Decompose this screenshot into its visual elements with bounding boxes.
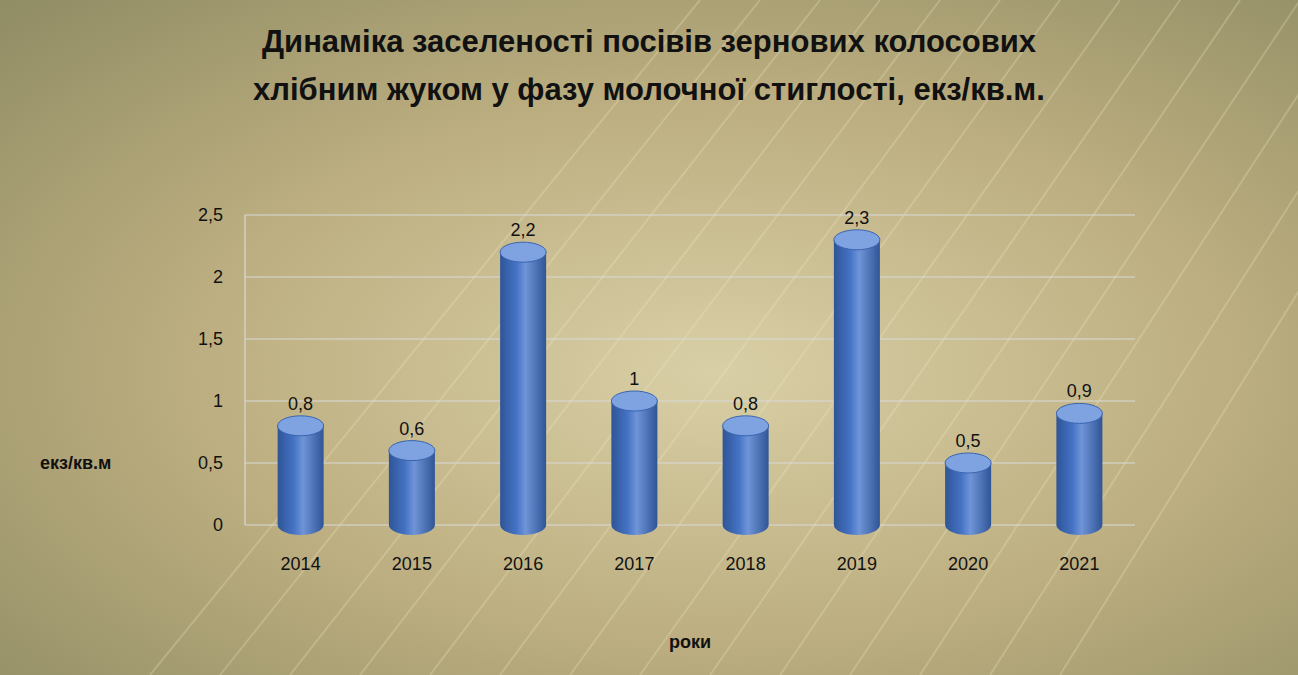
x-tick-label: 2017 xyxy=(614,554,654,574)
title: Динаміка заселеності посівів зернових ко… xyxy=(253,24,1045,107)
background xyxy=(0,0,1298,675)
x-tick-label: 2015 xyxy=(392,554,432,574)
y-tick-label: 0,5 xyxy=(198,453,223,473)
bar xyxy=(1056,403,1102,535)
grid-line xyxy=(245,462,1135,463)
y-tick-label: 1 xyxy=(213,391,223,411)
data-label: 1 xyxy=(629,369,639,389)
x-tick-label: 2016 xyxy=(503,554,543,574)
bar xyxy=(945,453,991,535)
bar xyxy=(723,416,769,535)
grid-line xyxy=(245,524,1135,525)
data-label: 2,2 xyxy=(511,220,536,240)
grid-line xyxy=(245,276,1135,277)
data-label: 2,3 xyxy=(844,208,869,228)
y-tick-label: 2 xyxy=(213,267,223,287)
chart: Динаміка заселеності посівів зернових ко… xyxy=(0,0,1298,675)
x-tick-label: 2021 xyxy=(1059,554,1099,574)
data-label: 0,6 xyxy=(399,419,424,439)
y-tick-label: 1,5 xyxy=(198,329,223,349)
grid-line xyxy=(245,338,1135,339)
data-label: 0,9 xyxy=(1067,381,1092,401)
x-axis-title: роки xyxy=(669,632,711,652)
grid-line xyxy=(245,400,1135,401)
x-tick-label: 2019 xyxy=(837,554,877,574)
x-tick-label: 2014 xyxy=(281,554,321,574)
y-tick-label: 2,5 xyxy=(198,205,223,225)
x-tick-label: 2020 xyxy=(948,554,988,574)
bar xyxy=(389,441,435,535)
bar xyxy=(834,230,880,535)
y-tick-label: 0 xyxy=(213,515,223,535)
grid xyxy=(245,215,1135,525)
background-decor xyxy=(150,0,1298,675)
bar xyxy=(611,391,657,535)
bars xyxy=(278,230,1103,535)
grid-line xyxy=(245,214,1135,215)
data-label: 0,8 xyxy=(288,394,313,414)
data-label: 0,8 xyxy=(733,394,758,414)
bar xyxy=(278,416,324,535)
y-axis-line xyxy=(244,215,245,525)
bar xyxy=(500,242,546,535)
x-tick-label: 2018 xyxy=(726,554,766,574)
data-label: 0,5 xyxy=(956,431,981,451)
y-axis-title: екз/кв.м xyxy=(40,453,111,473)
